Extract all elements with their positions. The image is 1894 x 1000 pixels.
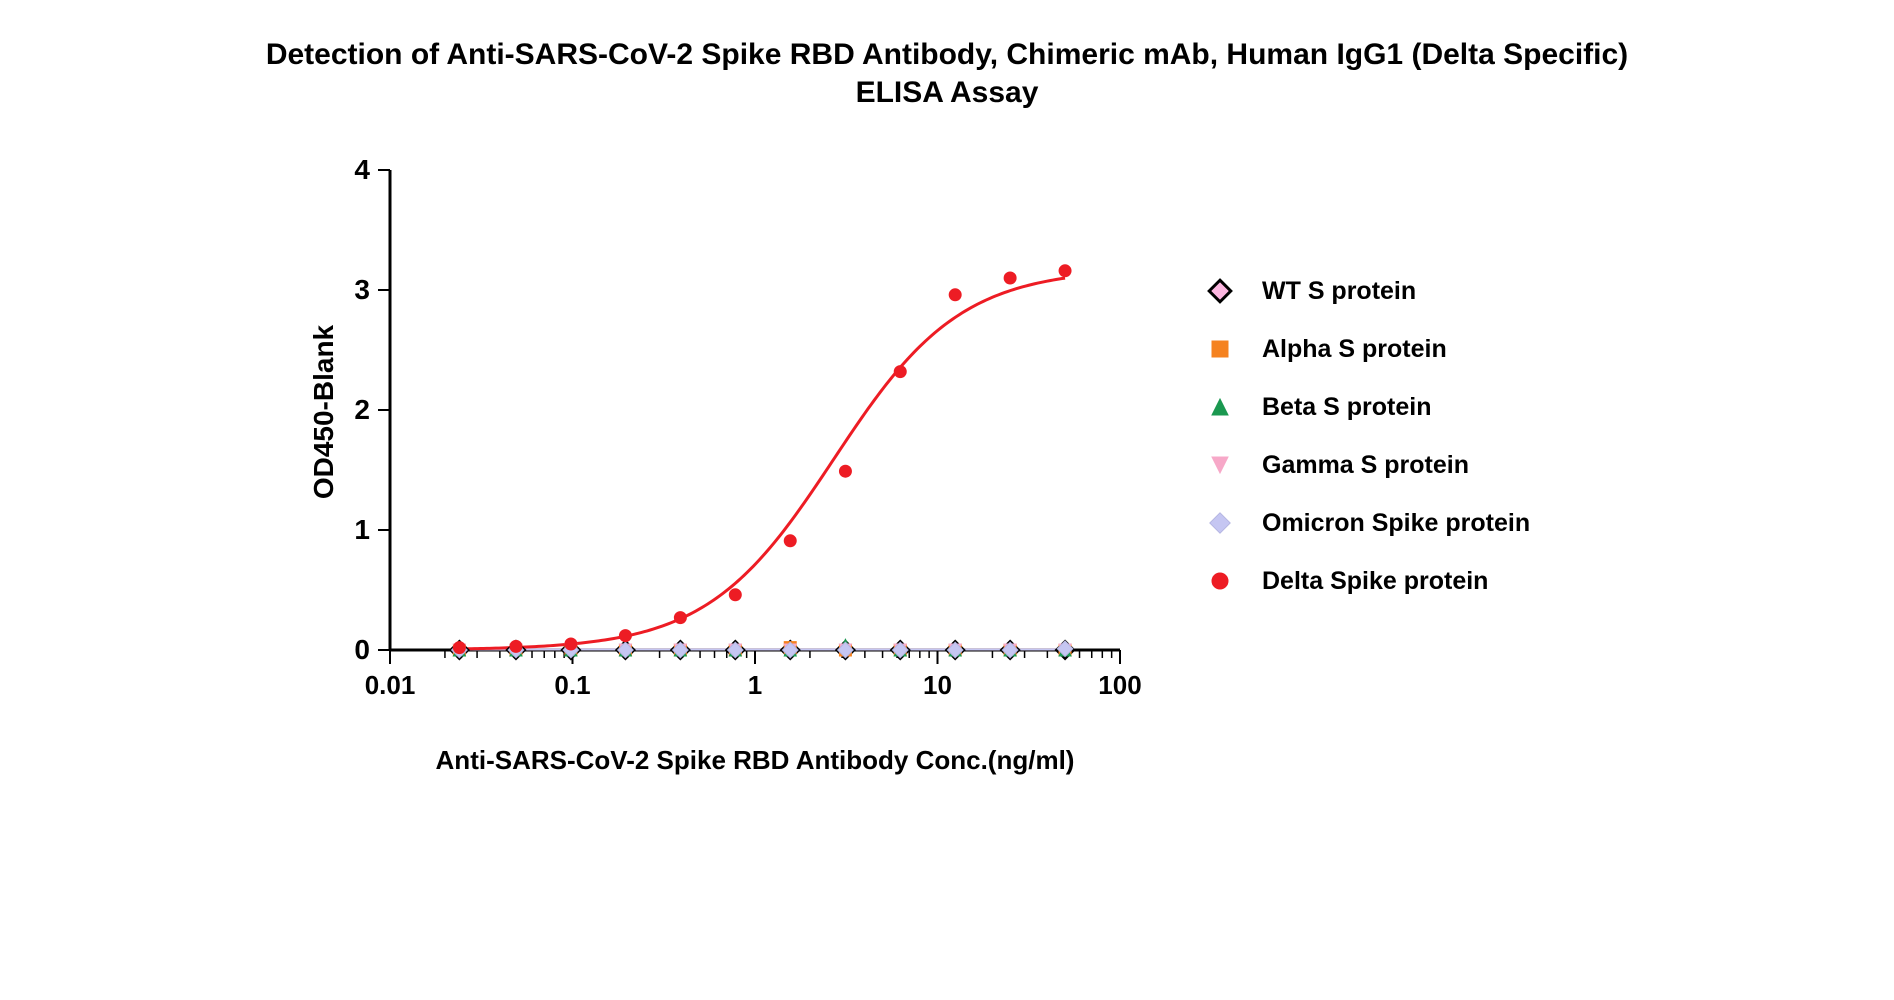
y-axis-label: OD450-Blank [308,172,340,652]
chart-plot-area [390,170,1120,650]
x-tick-label: 100 [1080,670,1160,701]
y-tick-label: 4 [340,154,370,186]
legend-marker-icon [1210,337,1234,361]
legend-label: WT S protein [1262,277,1416,306]
legend-label: Beta S protein [1262,393,1431,422]
y-tick-label: 3 [340,274,370,306]
legend-item: Alpha S protein [1210,320,1530,378]
x-tick-label: 1 [715,670,795,701]
legend-marker-icon [1210,279,1234,303]
legend-label: Omicron Spike protein [1262,509,1530,538]
legend-label: Alpha S protein [1262,335,1447,364]
legend-marker-icon [1210,511,1234,535]
legend-item: Gamma S protein [1210,436,1530,494]
legend-label: Delta Spike protein [1262,567,1488,596]
chart-title: Detection of Anti-SARS-CoV-2 Spike RBD A… [0,36,1894,111]
chart-legend: WT S protein Alpha S protein Beta S protei… [1210,262,1530,610]
x-axis-label: Anti-SARS-CoV-2 Spike RBD Antibody Conc.… [390,745,1120,776]
legend-marker-icon [1210,569,1234,593]
legend-item: Beta S protein [1210,378,1530,436]
legend-item: Delta Spike protein [1210,552,1530,610]
x-tick-label: 0.1 [533,670,613,701]
legend-item: WT S protein [1210,262,1530,320]
y-tick-label: 1 [340,514,370,546]
legend-marker-icon [1210,395,1234,419]
x-tick-label: 0.01 [350,670,430,701]
legend-label: Gamma S protein [1262,451,1469,480]
legend-item: Omicron Spike protein [1210,494,1530,552]
y-tick-label: 0 [340,634,370,666]
y-tick-label: 2 [340,394,370,426]
title-line-2: ELISA Assay [856,76,1039,109]
x-tick-label: 10 [898,670,978,701]
title-line-1: Detection of Anti-SARS-CoV-2 Spike RBD A… [266,38,1628,71]
legend-marker-icon [1210,453,1234,477]
